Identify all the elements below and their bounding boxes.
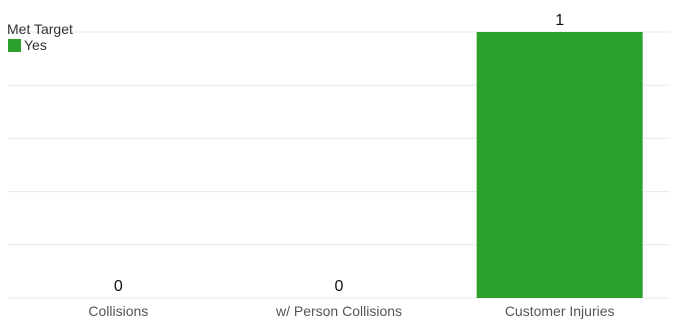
legend-item-yes[interactable]: Yes (8, 37, 73, 53)
legend-title: Met Target (7, 21, 73, 37)
legend: Met Target Yes (7, 21, 73, 53)
x-tick-label: w/ Person Collisions (275, 303, 402, 319)
bar-customer-injuries[interactable] (476, 32, 643, 298)
data-label: 0 (335, 278, 344, 295)
bars (476, 32, 643, 298)
legend-label: Yes (24, 37, 47, 53)
x-tick-label: Customer Injuries (505, 303, 615, 319)
x-axis-tick-labels: Collisions w/ Person Collisions Customer I… (88, 303, 614, 319)
legend-swatch (8, 38, 21, 52)
data-labels: 0 0 1 (114, 12, 564, 295)
data-label: 1 (555, 12, 564, 29)
data-label: 0 (114, 278, 123, 295)
x-tick-label: Collisions (88, 303, 148, 319)
